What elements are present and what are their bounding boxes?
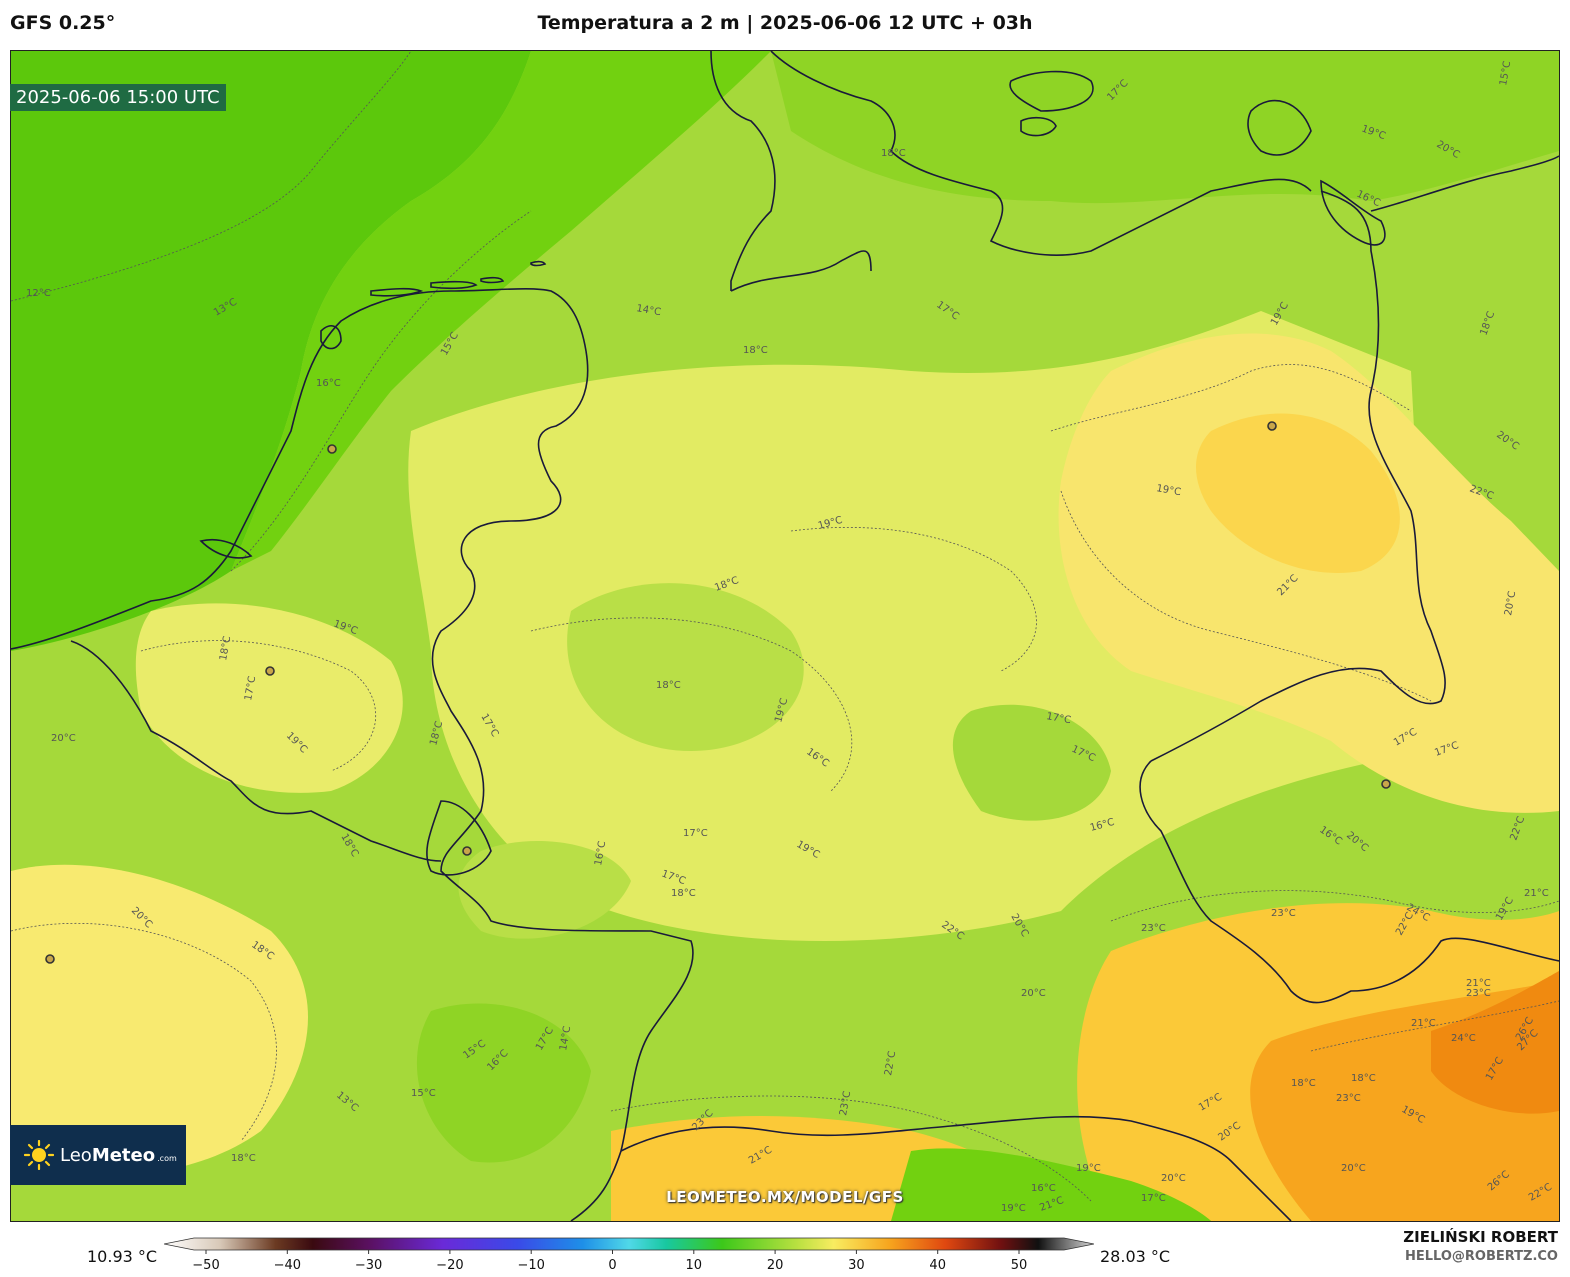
field-east-hot (1196, 413, 1400, 573)
contour-label: 20°C (1161, 1173, 1186, 1184)
city-dot (462, 846, 472, 856)
contour-label: 18°C (218, 635, 233, 661)
contour-label: 16°C (593, 840, 608, 866)
contour-lines (11, 51, 1559, 1202)
contour-label: 19°C (1001, 1203, 1026, 1214)
colorbar-tick-label: 20 (767, 1258, 784, 1273)
field-se-hottest (1431, 971, 1559, 1114)
sun-icon (23, 1139, 55, 1171)
colorbar-gradient (164, 1237, 1094, 1251)
field-east-warm (1058, 333, 1559, 813)
valid-time-badge: 2025-06-06 15:00 UTC (10, 84, 226, 111)
field-hills-3 (458, 841, 631, 939)
colorbar-tick-label: 10 (686, 1258, 703, 1273)
contour-label: 20°C (1503, 590, 1518, 616)
contour-label: 19°C (1155, 483, 1181, 498)
contour-label: 18°C (1351, 1073, 1376, 1084)
author-email[interactable]: HELLO@ROBERTZ.CO (1404, 1249, 1558, 1264)
contour-label: 20°C (1021, 988, 1046, 999)
leometeo-logo[interactable]: LeoMeteo .com (10, 1125, 186, 1185)
contour-label: 19°C (1076, 1163, 1101, 1174)
contour-label: 21°C (1411, 1018, 1436, 1029)
contour-label: 14°C (558, 1025, 573, 1051)
field-hills-1 (567, 583, 804, 751)
contour-label: 18°C (743, 345, 768, 356)
contour-label: 18°C (656, 680, 681, 691)
field-sea-cool (231, 51, 771, 571)
colorbar-ticks: −50 −40 −30 −20 −10 0 10 20 30 40 50 (192, 1250, 1027, 1273)
city-dot (265, 666, 275, 676)
colorbar-tick-label: −30 (355, 1258, 382, 1273)
contour-label: 23°C (1141, 923, 1166, 934)
country-borders (11, 51, 1559, 1221)
field-sea-cold (11, 51, 531, 651)
field-west-warm (11, 864, 309, 1177)
colorbar-tick-label: −50 (192, 1258, 219, 1273)
map-canvas: 12°C13°C15°C16°C17°C18°C19°C20°C16°C15°C… (11, 51, 1559, 1221)
source-watermark: LEOMETEO.MX/MODEL/GFS (666, 1188, 904, 1206)
colorbar-tick-label: 40 (929, 1258, 946, 1273)
contour-label: 21°C (1466, 978, 1491, 989)
contour-label: 18°C (881, 148, 906, 159)
contour-label: 21°C (1524, 888, 1549, 899)
author-name: ZIELIŃSKI ROBERT (1403, 1228, 1558, 1246)
contour-label: 20°C (51, 733, 76, 744)
contour-label: 17°C (1045, 711, 1071, 726)
contour-label: 18°C (1291, 1078, 1316, 1089)
contour-label: 23°C (1271, 908, 1296, 919)
city-dot (1381, 779, 1391, 789)
contour-label: 20°C (1341, 1163, 1366, 1174)
colorbar-max-label: 28.03 °C (1100, 1247, 1171, 1266)
city-dot (1267, 421, 1277, 431)
contour-label: 23°C (1466, 988, 1491, 999)
temperature-colorbar: −50 −40 −30 −20 −10 0 10 20 30 40 50 (164, 1237, 1094, 1273)
colorbar-tick-label: −40 (274, 1258, 301, 1273)
contour-label: 15°C (1498, 60, 1513, 86)
model-name: GFS 0.25° (10, 12, 116, 34)
logo-wordmark: LeoMeteo .com (60, 1144, 177, 1166)
contour-label: 24°C (1451, 1033, 1476, 1044)
contour-label: 23°C (1336, 1093, 1361, 1104)
city-dot (45, 954, 55, 964)
contour-label: 16°C (1031, 1183, 1056, 1194)
colorbar-min-label: 10.93 °C (87, 1247, 158, 1266)
colorbar-tick-label: 30 (848, 1258, 865, 1273)
contour-label: 16°C (316, 378, 341, 389)
contour-label: 15°C (411, 1088, 436, 1099)
colorbar-tick-label: 50 (1011, 1258, 1028, 1273)
city-markers (45, 421, 1391, 964)
map-title: Temperatura a 2 m | 2025-06-06 12 UTC + … (537, 12, 1033, 34)
contour-label: 12°C (26, 288, 51, 299)
contour-label: 18°C (231, 1153, 256, 1164)
temperature-map[interactable]: 12°C 13°C 15°C 16°C 17°C 18°C 19°C 20°C 16°C 15°C… (10, 50, 1560, 1222)
colorbar-tick-label: −10 (517, 1258, 544, 1273)
contour-label: 23°C (838, 1090, 853, 1116)
field-alps-cool (891, 1148, 1211, 1221)
city-dot (327, 444, 337, 454)
contour-label: 22°C (883, 1050, 898, 1076)
field-benelux-warm (135, 603, 403, 793)
field-baltic (771, 51, 1559, 204)
contour-label: 17°C (683, 828, 708, 839)
contour-label: 17°C (1141, 1193, 1166, 1204)
contour-label: 17°C (243, 675, 258, 701)
colorbar-tick-label: −20 (436, 1258, 463, 1273)
field-hills-2 (952, 704, 1111, 821)
contour-label: 18°C (671, 888, 696, 899)
field-sw-green (416, 1003, 591, 1163)
contour-label: 14°C (635, 303, 661, 318)
colorbar-tick-label: 0 (608, 1258, 616, 1273)
